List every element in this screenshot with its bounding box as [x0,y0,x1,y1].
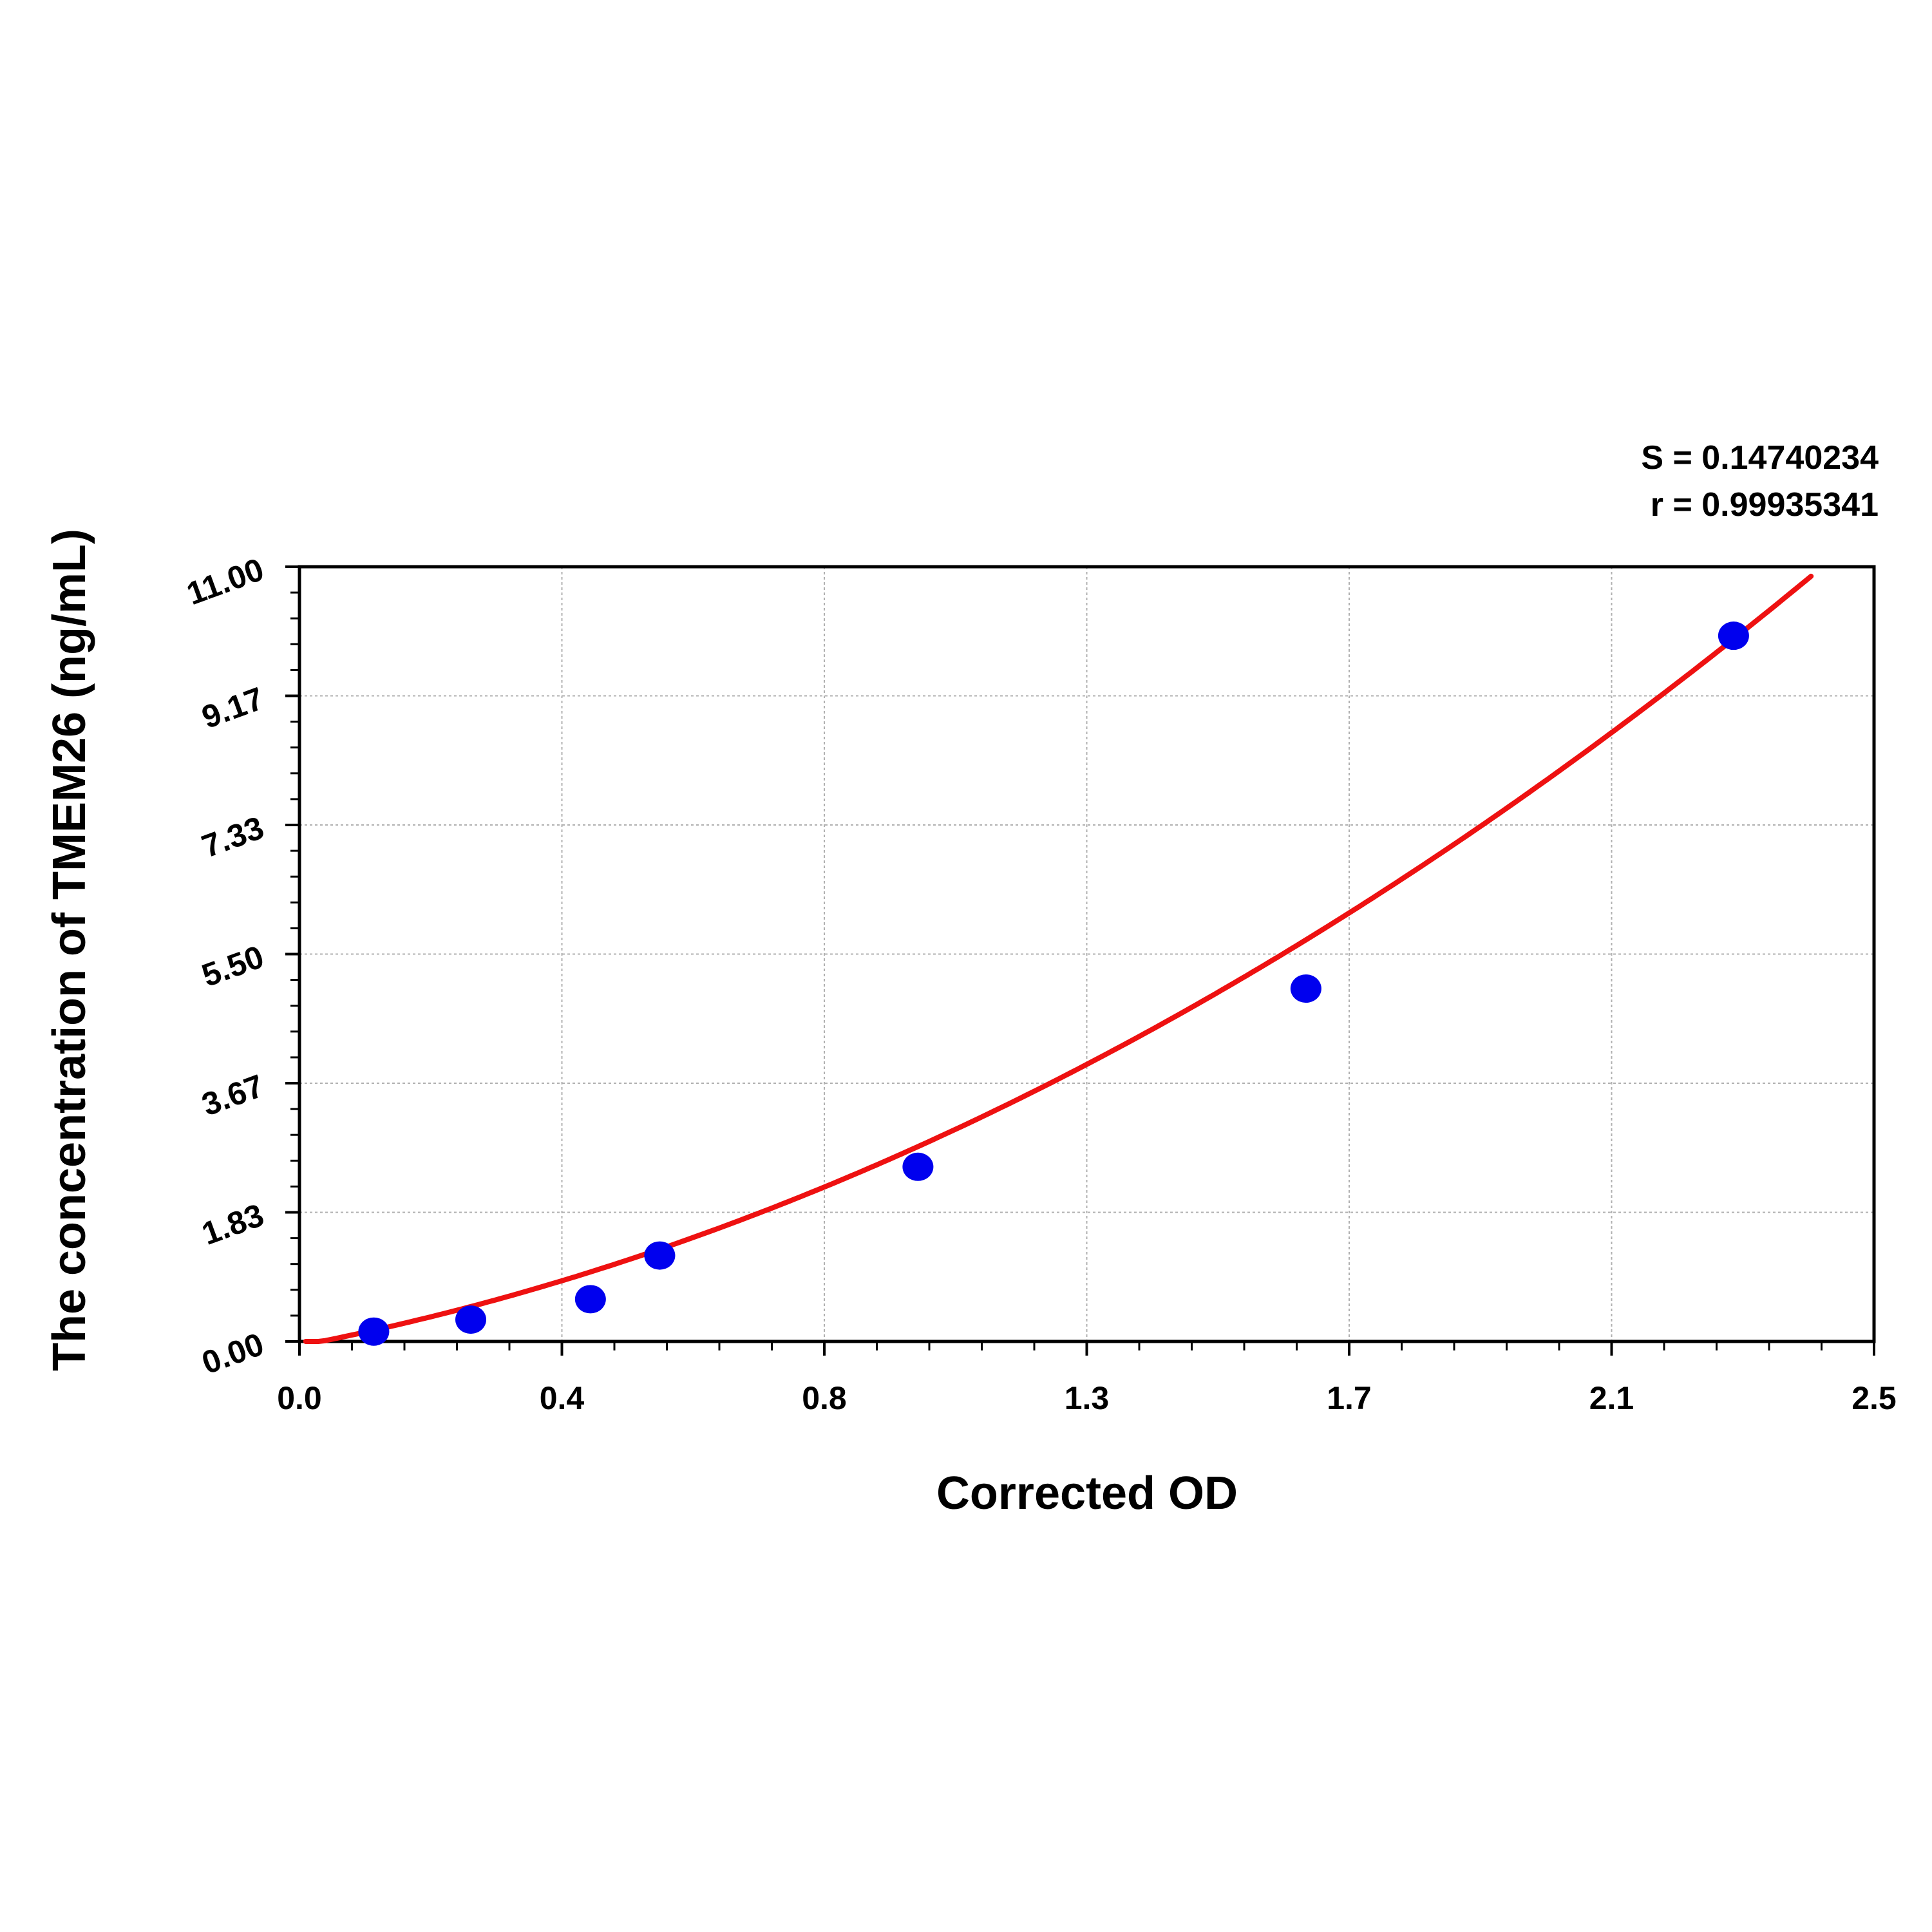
y-tick-label: 0.00 [197,1326,269,1381]
x-tick-label: 2.5 [1852,1380,1897,1416]
fit-s-value: S = 0.14740234 [1641,439,1879,477]
x-tick-label: 0.8 [802,1380,847,1416]
fit-curve-layer [303,573,1814,1344]
y-tick-label: 11.00 [182,551,269,612]
y-tick-labels: 0.00 1.83 3.67 5.50 7.33 9.17 11.00 [182,551,269,1381]
data-point [455,1305,487,1334]
y-tick-label: 1.83 [197,1197,269,1252]
x-tick-label: 0.4 [540,1380,585,1416]
data-point [1718,621,1749,650]
x-tick-label: 1.7 [1327,1380,1372,1416]
y-tick-label: 9.17 [197,680,269,735]
data-point [644,1241,676,1270]
data-points [358,621,1749,1346]
x-tick-label: 1.3 [1065,1380,1110,1416]
plot-frame [298,565,1876,1343]
x-tick-label: 0.0 [277,1380,322,1416]
data-point [902,1152,934,1181]
x-tick-label: 2.1 [1589,1380,1634,1416]
fit-r-value: r = 0.99935341 [1651,486,1879,524]
fit-curve [303,573,1814,1344]
grid-lines [299,567,1874,1341]
x-axis-title: Corrected OD [936,1468,1238,1519]
major-ticks [285,565,1875,1356]
data-point [574,1285,606,1314]
data-point [358,1317,390,1346]
y-tick-label: 3.67 [197,1068,269,1123]
y-tick-label: 7.33 [197,810,269,865]
data-point [1290,974,1321,1003]
x-tick-labels: 0.0 0.4 0.8 1.3 1.7 2.1 2.5 [277,1380,1897,1416]
y-tick-label: 5.50 [197,938,269,994]
y-axis-title: The concentration of TMEM26 (ng/mL) [44,529,95,1371]
